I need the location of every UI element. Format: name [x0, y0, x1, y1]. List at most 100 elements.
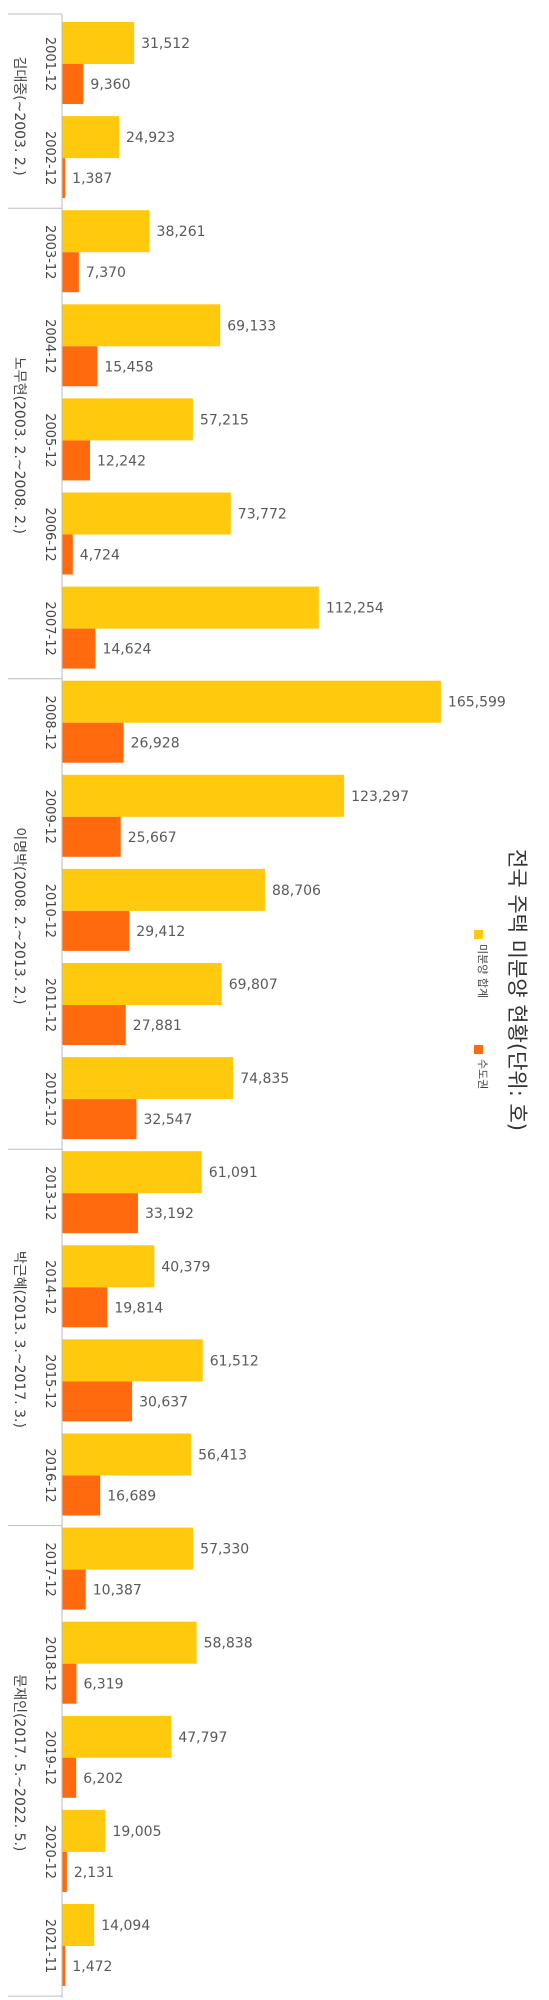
value-label-capital-2020-12: 2,131	[74, 1865, 114, 1881]
value-label-total-2006-12: 73,772	[238, 507, 287, 523]
value-label-total-2015-12: 61,512	[210, 1353, 259, 1369]
bar-capital-2019-12	[62, 1757, 77, 1798]
bar-capital-2007-12	[62, 628, 96, 669]
category-label-2021-11: 2021-11	[42, 1919, 57, 1973]
legend-swatch-total	[474, 930, 483, 939]
value-label-total-2018-12: 58,838	[204, 1636, 253, 1652]
bar-capital-2011-12	[62, 1005, 126, 1045]
value-label-capital-2014-12: 19,814	[114, 1300, 163, 1316]
bar-capital-2016-12	[62, 1475, 101, 1516]
value-label-capital-2016-12: 16,689	[107, 1489, 156, 1505]
category-label-2020-12: 2020-12	[42, 1825, 57, 1879]
value-label-total-2001-12: 31,512	[141, 36, 190, 52]
bar-total-2016-12	[62, 1433, 192, 1476]
bar-total-2009-12	[62, 774, 345, 817]
group-label: 김대중(~2003. 2.)	[11, 57, 27, 176]
value-label-total-2013-12: 61,091	[209, 1165, 258, 1181]
value-label-capital-2002-12: 1,387	[72, 171, 112, 187]
bar-capital-2014-12	[62, 1287, 108, 1328]
category-label-2011-12: 2011-12	[42, 978, 57, 1032]
category-label-2019-12: 2019-12	[42, 1731, 57, 1785]
value-label-capital-2004-12: 15,458	[104, 359, 153, 375]
value-label-total-2011-12: 69,807	[229, 977, 278, 993]
bar-total-2020-12	[62, 1809, 106, 1852]
bar-capital-2015-12	[62, 1381, 133, 1422]
bar-total-2018-12	[62, 1621, 197, 1664]
value-label-total-2014-12: 40,379	[161, 1259, 210, 1275]
category-label-2007-12: 2007-12	[42, 601, 57, 655]
bar-total-2014-12	[62, 1245, 155, 1288]
group-label: 이명박(2008. 2.~2013. 2.)	[11, 827, 27, 1004]
bar-capital-2012-12	[62, 1099, 137, 1140]
bar-capital-2001-12	[62, 64, 84, 104]
bar-capital-2008-12	[62, 722, 124, 763]
bar-total-2019-12	[62, 1715, 172, 1758]
bar-capital-2004-12	[62, 346, 98, 387]
value-label-capital-2007-12: 14,624	[102, 642, 151, 658]
bar-capital-2018-12	[62, 1663, 77, 1704]
legend-label-total: 미분양 합계	[476, 944, 489, 998]
value-label-total-2004-12: 69,133	[227, 318, 276, 334]
value-label-total-2019-12: 47,797	[178, 1730, 227, 1746]
bar-capital-2009-12	[62, 816, 121, 857]
category-label-2009-12: 2009-12	[42, 790, 57, 844]
bar-capital-2013-12	[62, 1193, 138, 1234]
bar-capital-2017-12	[62, 1569, 86, 1610]
category-label-2004-12: 2004-12	[42, 319, 57, 373]
bar-total-2006-12	[62, 492, 231, 535]
value-label-total-2017-12: 57,330	[200, 1542, 249, 1558]
category-label-2013-12: 2013-12	[42, 1166, 57, 1220]
legend-label-capital: 수도권	[476, 1059, 489, 1089]
value-label-capital-2001-12: 9,360	[90, 77, 130, 93]
group-label: 문재인(2017. 5.~2022. 5.)	[11, 1674, 27, 1851]
bar-total-2012-12	[62, 1057, 234, 1100]
value-label-capital-2012-12: 32,547	[143, 1112, 192, 1128]
value-label-total-2016-12: 56,413	[198, 1448, 247, 1464]
value-label-capital-2019-12: 6,202	[83, 1771, 123, 1787]
value-label-capital-2010-12: 29,412	[136, 924, 185, 940]
category-label-2006-12: 2006-12	[42, 507, 57, 561]
value-label-capital-2015-12: 30,637	[139, 1394, 188, 1410]
bar-total-2011-12	[62, 963, 222, 1005]
bar-total-2010-12	[62, 868, 265, 911]
bar-capital-2002-12	[62, 158, 66, 199]
value-label-total-2007-12: 112,254	[326, 601, 384, 617]
bar-capital-2010-12	[62, 910, 130, 951]
category-label-2001-12: 2001-12	[42, 37, 57, 91]
category-label-2018-12: 2018-12	[42, 1637, 57, 1691]
bar-total-2008-12	[62, 680, 441, 723]
value-label-total-2002-12: 24,923	[126, 130, 175, 146]
category-label-2003-12: 2003-12	[42, 225, 57, 279]
category-label-2017-12: 2017-12	[42, 1542, 57, 1596]
value-label-total-2009-12: 123,297	[351, 789, 409, 805]
value-label-capital-2018-12: 6,319	[83, 1677, 123, 1693]
category-label-2015-12: 2015-12	[42, 1354, 57, 1408]
value-label-total-2021-11: 14,094	[101, 1918, 150, 1934]
value-label-total-2012-12: 74,835	[240, 1071, 289, 1087]
value-label-total-2003-12: 38,261	[157, 224, 206, 240]
bar-capital-2006-12	[62, 534, 73, 575]
chart-title: 전국 주택 미분양 현황(단위: 호)	[505, 849, 529, 1131]
bar-total-2021-11	[62, 1904, 95, 1946]
bar-capital-2020-12	[62, 1851, 67, 1892]
value-label-capital-2011-12: 27,881	[133, 1018, 182, 1034]
value-label-capital-2005-12: 12,242	[97, 453, 146, 469]
legend-swatch-capital	[474, 1045, 483, 1054]
value-label-capital-2021-11: 1,472	[72, 1959, 112, 1975]
value-label-capital-2013-12: 33,192	[145, 1206, 194, 1222]
category-label-2008-12: 2008-12	[42, 696, 57, 750]
bar-total-2005-12	[62, 398, 193, 441]
bar-total-2015-12	[62, 1339, 203, 1382]
value-label-capital-2003-12: 7,370	[86, 265, 126, 281]
bar-capital-2021-11	[62, 1946, 66, 1986]
category-label-2010-12: 2010-12	[42, 884, 57, 938]
group-label: 노무현(2003. 2.~2008. 2.)	[11, 357, 27, 534]
bar-total-2007-12	[62, 586, 319, 629]
bar-total-2004-12	[62, 304, 221, 347]
category-label-2002-12: 2002-12	[42, 131, 57, 185]
value-label-capital-2008-12: 26,928	[131, 736, 180, 752]
value-label-capital-2009-12: 25,667	[128, 830, 177, 846]
value-label-capital-2017-12: 10,387	[93, 1583, 142, 1599]
value-label-total-2005-12: 57,215	[200, 412, 249, 428]
